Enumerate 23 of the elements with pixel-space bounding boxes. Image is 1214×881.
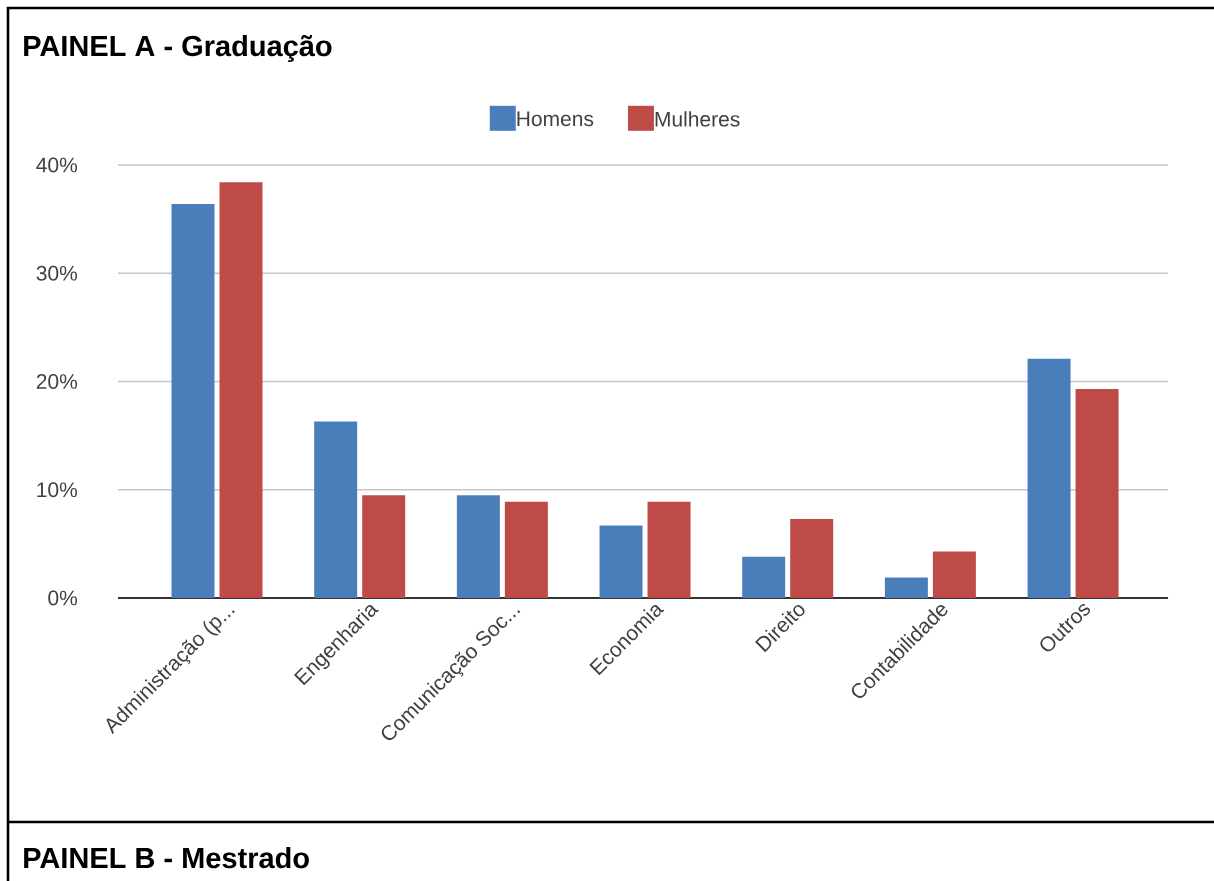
- bar: [504, 501, 548, 598]
- bar: [362, 495, 406, 598]
- bar: [456, 495, 500, 598]
- bar: [1027, 358, 1071, 598]
- y-tick-label: 20%: [36, 374, 78, 389]
- legend-label: Homens: [517, 111, 594, 127]
- bar: [219, 182, 263, 598]
- y-tick-label: 10%: [37, 482, 78, 498]
- text: PAINEL B - Mestrado: [24, 846, 309, 869]
- y-tick-label: 0%: [48, 590, 78, 606]
- bar: [742, 556, 786, 598]
- bar: [1075, 389, 1119, 598]
- bar: [932, 551, 976, 598]
- legend-label: Mulheres: [655, 111, 740, 127]
- bar: [599, 525, 643, 598]
- bar: [647, 501, 691, 598]
- bar: [314, 421, 358, 598]
- bar: [171, 203, 215, 598]
- bar: [790, 518, 834, 598]
- y-tick-label: 40%: [36, 157, 78, 173]
- bar: [884, 577, 928, 598]
- chart-title: PAINEL A - Graduação: [24, 34, 332, 63]
- y-tick-label: 30%: [36, 265, 78, 281]
